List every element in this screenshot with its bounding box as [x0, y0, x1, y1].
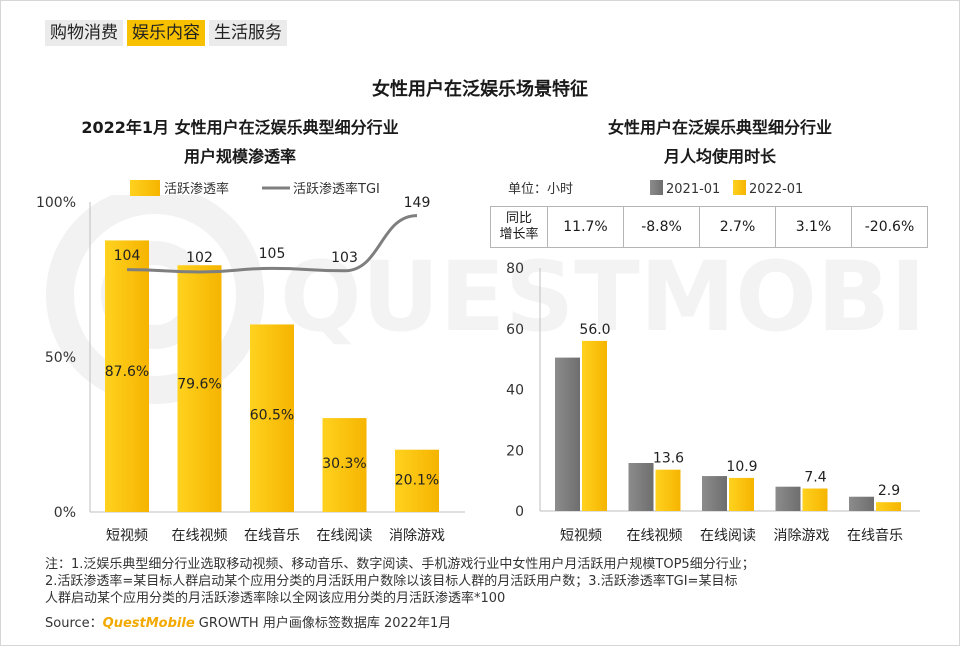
- bar-value-label: 30.3%: [322, 456, 366, 472]
- bar-penetration: [105, 240, 149, 512]
- growth-rate-table: 同比 增长率 11.7% -8.8% 2.7% 3.1% -20.6%: [490, 206, 928, 248]
- tgi-value-label: 104: [114, 248, 141, 264]
- bar-2022: [729, 477, 754, 511]
- bar-2021: [555, 357, 580, 511]
- bar-value-label: 56.0: [579, 322, 610, 338]
- legend-label-2022: 2022-01: [749, 182, 803, 197]
- tgi-line: [126, 214, 418, 274]
- growth-header-line2: 增长率: [499, 227, 539, 242]
- bar-2021: [849, 496, 874, 511]
- bar-2022: [582, 340, 607, 511]
- tab-entertainment[interactable]: 娱乐内容: [127, 20, 205, 46]
- bar-2022: [802, 488, 828, 511]
- right-y-tick: 40: [506, 383, 524, 399]
- right-y-tick: 0: [515, 504, 524, 520]
- bar-value-label: 7.4: [804, 470, 826, 486]
- legend-label-penetration: 活跃渗透率: [164, 181, 229, 197]
- growth-rate-cell: -8.8%: [623, 206, 700, 248]
- x-tick-label: 在线视频: [172, 528, 228, 544]
- right-chart-title-line1: 女性用户在泛娱乐典型细分行业: [607, 118, 832, 137]
- left-chart: 0% 50% 100% 活跃渗透率 活跃渗透率TGI 87.6% 短视频 79.6%…: [36, 180, 465, 544]
- growth-header-line1: 同比: [505, 211, 532, 226]
- questmobile-logo-text: QuestMobile: [102, 616, 195, 631]
- growth-rate-header: 同比 增长率: [490, 206, 548, 248]
- left-y-tick: 100%: [36, 195, 76, 211]
- source-prefix: Source：: [45, 616, 103, 631]
- source-line: Source：QuestMobile GROWTH 用户画像标签数据库 2022…: [45, 612, 451, 631]
- x-tick-label: 消除游戏: [389, 528, 445, 544]
- right-y-tick: 60: [506, 322, 524, 338]
- x-tick-label: 短视频: [560, 528, 602, 544]
- unit-label: 单位：小时: [508, 182, 573, 197]
- bar-penetration: [177, 265, 222, 512]
- bar-penetration: [395, 449, 439, 512]
- growth-rate-cell: 3.1%: [775, 206, 852, 248]
- left-chart-title-line2: 用户规模渗透率: [183, 147, 296, 166]
- bar-penetration: [322, 418, 367, 512]
- x-tick-label: 在线音乐: [847, 527, 903, 544]
- bar-2021: [775, 486, 801, 511]
- tgi-value-label: 103: [331, 250, 358, 266]
- left-y-tick: 0%: [54, 505, 76, 521]
- growth-rate-cell: 11.7%: [547, 206, 624, 248]
- right-y-tick: 80: [506, 261, 524, 277]
- tgi-value-label: 102: [186, 250, 213, 266]
- tgi-value-label: 149: [404, 195, 431, 211]
- x-tick-label: 在线视频: [627, 528, 683, 544]
- x-tick-label: 在线阅读: [700, 527, 756, 544]
- growth-rate-cell: 2.7%: [699, 206, 776, 248]
- legend-swatch-2022: [733, 180, 746, 195]
- x-tick-label: 短视频: [106, 528, 148, 544]
- bar-2021: [702, 476, 727, 511]
- legend-label-tgi: 活跃渗透率TGI: [293, 181, 380, 197]
- footnote: 注：1.泛娱乐典型细分行业选取移动视频、移动音乐、数字阅读、手机游戏行业中女性用…: [45, 556, 925, 607]
- bar-2021: [628, 463, 654, 511]
- bar-2022: [876, 502, 901, 511]
- footnote-line: 人群启动某个应用分类的月活跃渗透率除以全网该应用分类的月活跃渗透率*100: [45, 591, 506, 606]
- legend-swatch-penetration: [130, 180, 160, 196]
- bar-value-label: 2.9: [878, 483, 900, 499]
- left-chart-title: 2022年1月 女性用户在泛娱乐典型细分行业 用户规模渗透率: [40, 113, 440, 171]
- x-tick-label: 在线音乐: [244, 527, 300, 544]
- legend-label-2021: 2021-01: [666, 182, 720, 197]
- bar-penetration: [250, 324, 294, 512]
- source-text: GROWTH 用户画像标签数据库 2022年1月: [198, 616, 452, 631]
- x-tick-label: 在线阅读: [317, 527, 373, 544]
- right-chart-title: 女性用户在泛娱乐典型细分行业 月人均使用时长: [520, 113, 920, 171]
- bar-2022: [655, 469, 681, 511]
- bar-value-label: 60.5%: [250, 407, 294, 423]
- footnote-line: 2.活跃渗透率=某目标人群启动某个应用分类的月活跃用户数除以该目标人群的月活跃用…: [45, 574, 738, 589]
- tgi-value-label: 105: [259, 246, 286, 262]
- bar-value-label: 13.6: [653, 451, 684, 467]
- left-y-tick: 50%: [45, 350, 76, 366]
- tab-life-services[interactable]: 生活服务: [209, 20, 287, 46]
- bar-value-label: 87.6%: [105, 364, 149, 380]
- footnote-line: 注：1.泛娱乐典型细分行业选取移动视频、移动音乐、数字阅读、手机游戏行业中女性用…: [45, 557, 755, 572]
- right-chart: 单位：小时 2021-01 2022-01 0 20 40 60 80 56.0 短视频 1…: [506, 180, 920, 544]
- growth-rate-cell: -20.6%: [851, 206, 928, 248]
- tab-shopping[interactable]: 购物消费: [45, 20, 123, 46]
- right-y-tick: 20: [506, 443, 524, 459]
- left-chart-title-line1: 2022年1月 女性用户在泛娱乐典型细分行业: [81, 118, 399, 137]
- bar-value-label: 79.6%: [177, 377, 221, 393]
- x-tick-label: 消除游戏: [774, 528, 830, 544]
- bar-value-label: 20.1%: [395, 473, 439, 489]
- category-tabs: 购物消费 娱乐内容 生活服务: [45, 20, 287, 46]
- bar-value-label: 10.9: [726, 459, 757, 475]
- page-title: 女性用户在泛娱乐场景特征: [372, 79, 588, 100]
- right-chart-title-line2: 月人均使用时长: [663, 147, 776, 166]
- legend-swatch-2021: [650, 180, 663, 195]
- growth-rate-row: 同比 增长率 11.7% -8.8% 2.7% 3.1% -20.6%: [490, 206, 928, 248]
